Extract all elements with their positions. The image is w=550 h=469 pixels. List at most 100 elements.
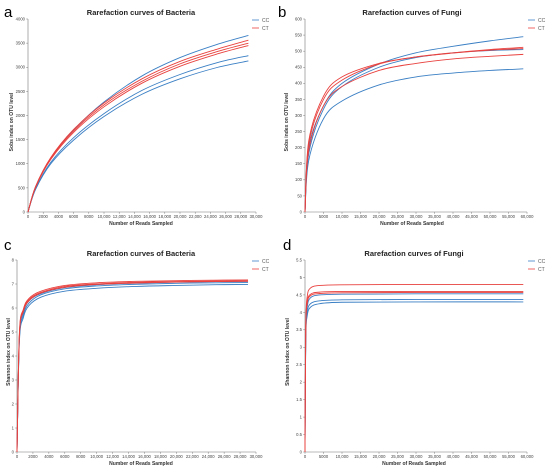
x-tick-label: 30,000 [250, 214, 263, 219]
y-tick-label: 6 [12, 305, 15, 310]
panel-d: d Rarefaction curves of Fungi Number of … [283, 237, 546, 467]
panel-d-ylabel: Shannon index on OTU level [285, 318, 291, 386]
y-tick-label: 5.5 [296, 257, 302, 262]
y-tick-label: 5 [12, 329, 15, 334]
series-line-cc-2 [304, 298, 524, 453]
y-tick-label: 2.5 [296, 362, 302, 367]
x-tick-label: 16,000 [143, 214, 156, 219]
y-tick-label: 3500 [16, 41, 26, 46]
series-line-ct-4 [304, 48, 524, 213]
series-line-cc-2 [27, 55, 249, 213]
panel-letter-c: c [4, 237, 12, 254]
x-tick-label: 6000 [60, 454, 70, 459]
panel-a: a Rarefaction curves of Bacteria Number … [4, 4, 270, 227]
x-tick-label: 28,000 [234, 214, 247, 219]
x-tick-label: 20,000 [170, 454, 183, 459]
x-tick-label: 35,000 [428, 214, 441, 219]
y-tick-label: 0.5 [296, 432, 302, 437]
y-tick-label: 1000 [16, 161, 26, 166]
legend-label-ct: CT [538, 267, 545, 273]
series-line-ct-4 [304, 283, 524, 453]
series-line-ct-4 [16, 280, 249, 453]
panel-a-xlabel: Number of Reads Sampled [109, 221, 173, 227]
x-tick-label: 15,000 [354, 214, 367, 219]
panel-a-title: Rarefaction curves of Bacteria [87, 8, 196, 17]
series-line-ct-5 [16, 279, 249, 453]
y-tick-label: 3 [300, 345, 303, 350]
x-tick-label: 10,000 [336, 454, 349, 459]
x-tick-label: 0 [304, 454, 307, 459]
series-line-cc-1 [304, 301, 524, 453]
y-tick-label: 100 [295, 177, 303, 182]
y-tick-label: 2 [12, 401, 15, 406]
series-line-ct-4 [27, 39, 249, 213]
panel-d-title: Rarefaction curves of Fungi [364, 249, 463, 258]
y-tick-label: 0 [300, 209, 303, 214]
legend-label-cc: CC [262, 18, 270, 24]
series-line-ct-6 [16, 280, 249, 453]
panel-b-plot: 0 5000 10,000 15,000 20,000 25,000 30,000 35,00… [295, 16, 534, 219]
panel-c-title: Rarefaction curves of Bacteria [87, 249, 196, 258]
y-tick-label: 2 [300, 380, 303, 385]
x-tick-label: 28,000 [234, 454, 247, 459]
panel-letter-d: d [283, 237, 291, 254]
series-line-cc-3 [304, 293, 524, 453]
y-tick-label: 1500 [16, 137, 26, 142]
y-tick-label: 4 [12, 353, 15, 358]
panel-c-legend: CC CT [252, 259, 270, 273]
x-tick-label: 0 [16, 454, 19, 459]
x-tick-label: 20,000 [373, 214, 386, 219]
x-tick-label: 10,000 [90, 454, 103, 459]
y-tick-label: 50 [297, 193, 302, 198]
x-tick-label: 35,000 [428, 454, 441, 459]
y-tick-label: 0 [12, 449, 15, 454]
x-tick-label: 45,000 [465, 214, 478, 219]
legend-label-ct: CT [262, 267, 269, 273]
panel-d-legend: CC CT [528, 259, 546, 273]
y-tick-label: 4.5 [296, 292, 302, 297]
x-tick-label: 18,000 [158, 214, 171, 219]
y-tick-label: 2000 [16, 113, 26, 118]
series-line-cc-2 [16, 282, 249, 453]
x-tick-label: 60,000 [521, 454, 534, 459]
y-tick-label: 7 [12, 281, 15, 286]
series-line-ct-5 [304, 46, 524, 213]
x-tick-label: 26,000 [219, 214, 232, 219]
series-line-ct-5 [304, 290, 524, 453]
y-tick-label: 4 [300, 310, 303, 315]
series-line-cc-3 [27, 60, 249, 213]
x-tick-label: 8000 [76, 454, 86, 459]
legend-label-ct: CT [538, 26, 545, 32]
x-tick-label: 6000 [69, 214, 79, 219]
x-tick-label: 55,000 [502, 214, 515, 219]
y-tick-label: 500 [18, 185, 26, 190]
panel-c: c Rarefaction curves of Bacteria Number … [4, 237, 270, 467]
x-tick-label: 25,000 [391, 214, 404, 219]
panel-c-xlabel: Number of Reads Sampled [109, 461, 173, 467]
series-line-cc-3 [304, 49, 524, 213]
panel-c-ylabel: Shannon index on OTU level [6, 318, 12, 386]
panel-b-ylabel: Sobs index on OTU level [284, 92, 290, 151]
y-tick-label: 3000 [16, 65, 26, 70]
series-line-ct-5 [27, 42, 249, 213]
y-tick-label: 1.5 [296, 397, 302, 402]
panel-b: b Rarefaction curves of Fungi Number of … [278, 4, 546, 227]
x-tick-label: 20,000 [174, 214, 187, 219]
x-tick-label: 10,000 [336, 214, 349, 219]
x-tick-label: 2000 [39, 214, 49, 219]
y-tick-label: 0 [300, 449, 303, 454]
y-tick-label: 1 [300, 414, 303, 419]
x-tick-label: 30,000 [410, 454, 423, 459]
x-tick-label: 40,000 [447, 454, 460, 459]
panel-a-plot: 0 2000 4000 6000 8000 10,000 12,000 14,000 16,00… [16, 16, 263, 219]
panel-d-plot: 0 5000 10,000 15,000 20,000 25,000 30,000 35,00… [296, 257, 534, 459]
y-tick-label: 1 [12, 425, 15, 430]
x-tick-label: 0 [27, 214, 30, 219]
y-tick-label: 3.5 [296, 327, 302, 332]
panel-d-xlabel: Number of Reads Sampled [382, 461, 446, 467]
x-tick-label: 12,000 [106, 454, 119, 459]
y-tick-label: 8 [12, 257, 15, 262]
x-tick-label: 30,000 [250, 454, 263, 459]
legend-label-cc: CC [538, 259, 546, 265]
